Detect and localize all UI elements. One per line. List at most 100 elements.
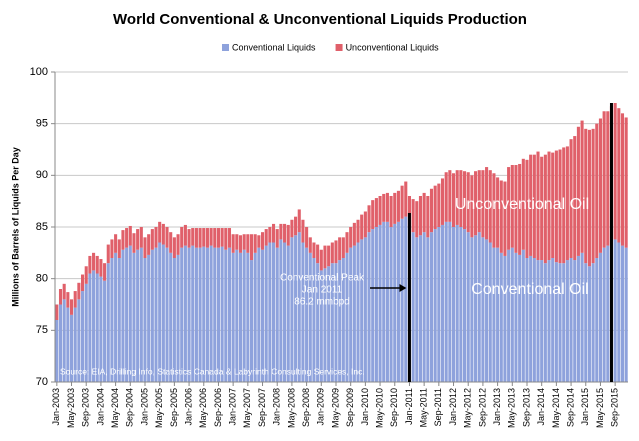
bar-segment [279, 239, 283, 382]
bar-segment [128, 225, 132, 246]
bar-segment [147, 234, 151, 255]
bar-segment [264, 245, 268, 382]
bar-segment [569, 258, 573, 382]
bar-segment [257, 247, 261, 382]
bar-segment [246, 234, 250, 253]
bar-segment [106, 263, 110, 382]
bar-segment [580, 252, 584, 382]
y-tick-label: 85 [36, 221, 48, 233]
bar-segment [536, 151, 540, 261]
bar-segment [481, 237, 485, 382]
bar-segment [389, 196, 393, 227]
bar-segment [95, 273, 99, 382]
bar-segment [187, 229, 191, 248]
bar-segment [532, 258, 536, 382]
bar-segment [268, 242, 272, 382]
bar-segment [88, 273, 92, 382]
bar-segment [202, 246, 206, 382]
bar-segment [106, 244, 110, 264]
bar-segment [242, 234, 246, 250]
bar-segment [587, 266, 591, 382]
bar-segment [84, 266, 88, 284]
bar-segment [312, 258, 316, 382]
bar-segment [213, 228, 217, 248]
bar-segment [294, 216, 298, 236]
bar-segment [521, 158, 525, 250]
bar-segment [308, 252, 312, 382]
bar-segment [88, 255, 92, 274]
bar-segment [341, 237, 345, 258]
bar-segment [286, 224, 290, 246]
bar-segment [308, 237, 312, 253]
bar-segment [448, 170, 452, 222]
bar-segment [286, 245, 290, 382]
bar-segment [249, 260, 254, 382]
bar-segment [341, 258, 345, 382]
bar-segment [503, 181, 507, 256]
annotation: 86.2 mmbpd [294, 297, 350, 308]
bar-segment [150, 249, 154, 382]
bar-segment [55, 320, 59, 382]
bar-segment [356, 219, 360, 243]
bar-segment [518, 163, 522, 255]
bar-segment [183, 245, 187, 382]
x-tick-label: Jan-2007 [228, 388, 238, 426]
bar-segment [297, 232, 301, 382]
bar-segment [488, 170, 492, 243]
bar-segment [66, 292, 70, 308]
bar-segment [617, 242, 621, 382]
bar-segment [547, 151, 551, 261]
bar-segment [404, 216, 408, 382]
bar-segment [154, 227, 158, 248]
bar-segment [382, 193, 386, 222]
bar-segment [139, 227, 143, 248]
bar-segment [422, 192, 426, 233]
bar-segment [264, 229, 268, 246]
bar-segment [485, 167, 489, 240]
bar-segment [499, 180, 503, 253]
bar-segment [510, 247, 514, 382]
bar-segment [624, 247, 628, 382]
bar-segment [400, 185, 404, 219]
bar-segment [176, 254, 180, 382]
bar-segment [624, 117, 628, 248]
bar-segment [396, 190, 400, 222]
bar-segment [92, 270, 96, 382]
bar-segment [477, 170, 481, 233]
bar-segment [451, 227, 456, 382]
bar-segment [117, 258, 121, 382]
bar-segment [470, 237, 474, 382]
x-tick-label: Jan-2014 [536, 388, 546, 426]
bar-segment [345, 232, 349, 253]
bar-segment [194, 247, 198, 382]
bar-segment [58, 304, 63, 382]
bar-segment [283, 223, 287, 243]
bar-segment [411, 199, 415, 233]
bar-segment [613, 239, 617, 382]
x-tick-label: Sep-2005 [169, 388, 179, 427]
bar-segment [227, 247, 232, 382]
x-tick-label: May-2010 [374, 388, 384, 428]
bar-segment [345, 252, 349, 382]
bar-segment [584, 128, 588, 264]
bar-segment [349, 247, 353, 382]
bar-segment [598, 118, 602, 253]
bar-segment [268, 227, 272, 243]
bar-segment [536, 260, 540, 382]
x-tick-label: Jan-2003 [51, 388, 61, 426]
bar-segment [246, 252, 250, 382]
legend-label: Conventional Liquids [232, 42, 316, 52]
bar-segment [591, 263, 595, 382]
bar-segment [367, 232, 371, 382]
bar-segment [459, 170, 463, 227]
bar-segment [323, 245, 327, 269]
bar-segment [429, 232, 434, 382]
bar-segment [187, 247, 191, 382]
bar-segment [58, 289, 63, 305]
bar-segment [238, 235, 243, 253]
bar-segment [205, 247, 209, 382]
bar-segment [558, 263, 562, 382]
bar-segment [165, 247, 169, 382]
bar-segment [558, 149, 562, 264]
bar-segment [437, 183, 441, 227]
